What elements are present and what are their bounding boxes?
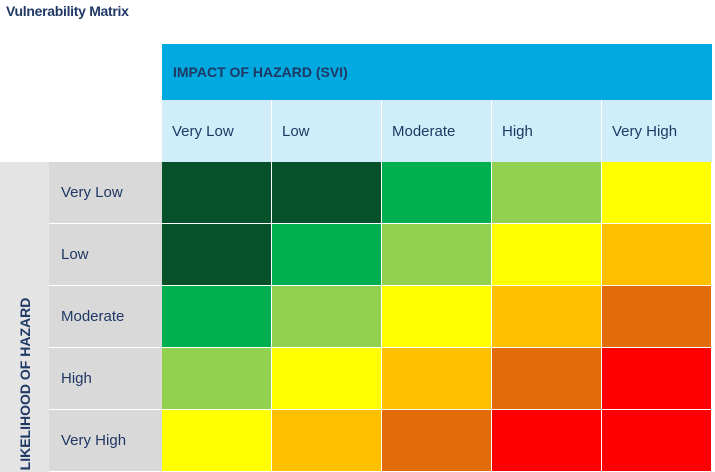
likelihood-level-moderate: Moderate <box>49 286 162 348</box>
matrix-cell-r4-c3 <box>382 348 492 410</box>
matrix-cell-r5-c4 <box>492 410 602 472</box>
likelihood-level-low: Low <box>49 224 162 286</box>
likelihood-level-very-low: Very Low <box>49 162 162 224</box>
matrix-cell-r2-c5 <box>602 224 712 286</box>
matrix-cell-r1-c1 <box>162 162 272 224</box>
likelihood-level-column: Very Low Low Moderate High Very High <box>49 162 162 472</box>
impact-level-very-high: Very High <box>602 100 712 162</box>
impact-header-label: IMPACT OF HAZARD (SVI) <box>173 64 348 80</box>
impact-level-high: High <box>492 100 602 162</box>
impact-header: IMPACT OF HAZARD (SVI) <box>162 44 712 100</box>
impact-level-low: Low <box>272 100 382 162</box>
impact-level-moderate: Moderate <box>382 100 492 162</box>
matrix-cell-r4-c2 <box>272 348 382 410</box>
likelihood-header-bar <box>0 162 49 472</box>
risk-matrix-grid <box>162 162 712 472</box>
likelihood-header: LIKELIHOOD OF HAZARD <box>17 297 33 471</box>
matrix-cell-r3-c1 <box>162 286 272 348</box>
matrix-cell-r5-c2 <box>272 410 382 472</box>
matrix-cell-r5-c1 <box>162 410 272 472</box>
matrix-cell-r2-c4 <box>492 224 602 286</box>
impact-level-very-low: Very Low <box>162 100 272 162</box>
matrix-cell-r2-c2 <box>272 224 382 286</box>
matrix-cell-r5-c5 <box>602 410 712 472</box>
matrix-cell-r3-c2 <box>272 286 382 348</box>
matrix-cell-r4-c4 <box>492 348 602 410</box>
likelihood-level-high: High <box>49 348 162 410</box>
matrix-cell-r1-c4 <box>492 162 602 224</box>
matrix-cell-r2-c3 <box>382 224 492 286</box>
matrix-cell-r3-c3 <box>382 286 492 348</box>
matrix-cell-r1-c3 <box>382 162 492 224</box>
impact-level-row: Very Low Low Moderate High Very High <box>162 100 712 162</box>
matrix-cell-r4-c5 <box>602 348 712 410</box>
matrix-cell-r2-c1 <box>162 224 272 286</box>
likelihood-level-very-high: Very High <box>49 410 162 472</box>
matrix-cell-r5-c3 <box>382 410 492 472</box>
matrix-cell-r3-c5 <box>602 286 712 348</box>
matrix-cell-r1-c5 <box>602 162 712 224</box>
matrix-cell-r1-c2 <box>272 162 382 224</box>
page-title: Vulnerability Matrix <box>6 3 129 19</box>
matrix-cell-r4-c1 <box>162 348 272 410</box>
matrix-cell-r3-c4 <box>492 286 602 348</box>
